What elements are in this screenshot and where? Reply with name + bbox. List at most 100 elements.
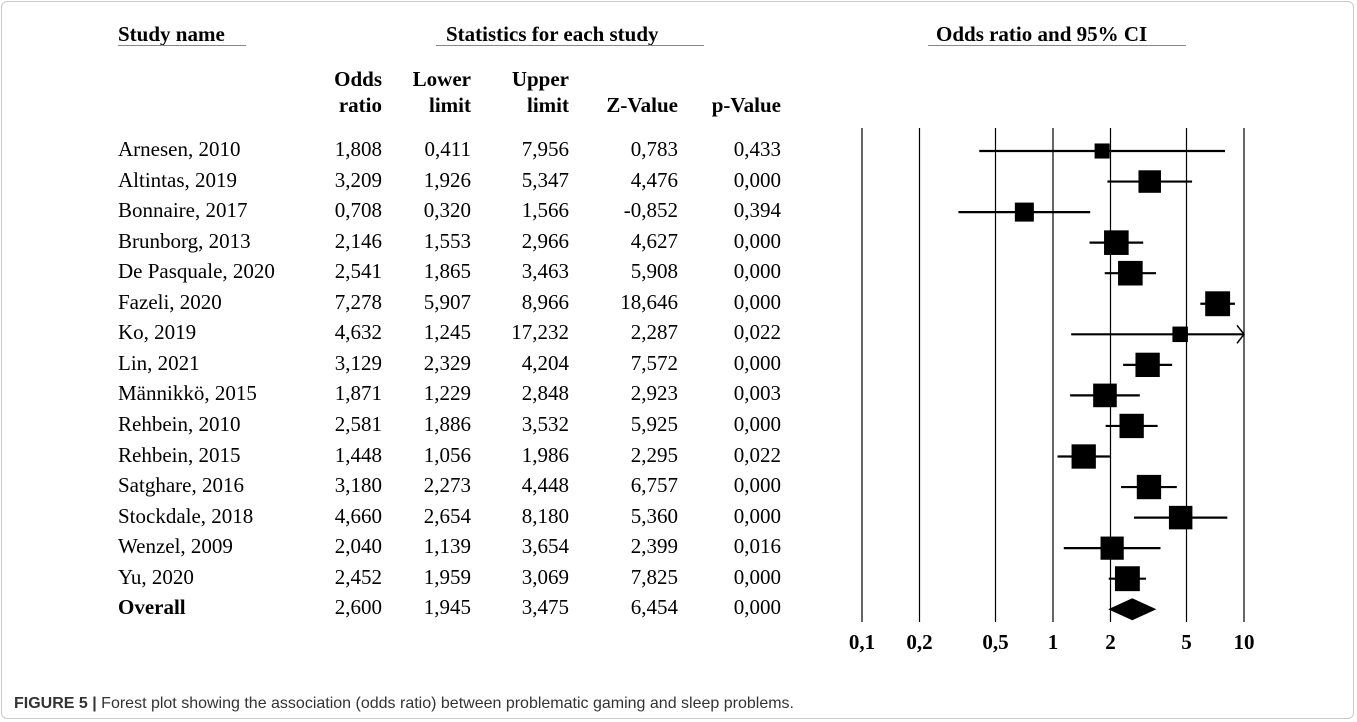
row-or-value: 4,660 (334, 503, 382, 528)
row-lower-value: 0,320 (423, 198, 471, 223)
point-estimate-square (1172, 326, 1188, 343)
row-z-value: 4,627 (630, 228, 678, 253)
row-study-name: Altintas, 2019 (118, 167, 237, 192)
row-lower-value: 1,865 (423, 259, 471, 284)
row-lower-value: 2,273 (423, 473, 471, 498)
point-estimate-square (1100, 536, 1124, 560)
row-p-value: 0,016 (733, 534, 781, 559)
point-estimate-square (1071, 444, 1096, 469)
col-odds-ratio-line1: Odds (334, 67, 382, 91)
row-upper-value: 8,966 (521, 289, 569, 314)
row-or-value: 2,541 (334, 259, 382, 284)
x-tick-label: 5 (1181, 630, 1192, 654)
row-p-value: 0,000 (733, 473, 781, 498)
point-estimate-square (1114, 566, 1140, 592)
row-lower-value: 5,907 (423, 289, 471, 314)
row-p-value: 0,000 (733, 350, 781, 375)
row-or-value: 1,808 (334, 137, 382, 161)
col-upper-limit-line2: limit (527, 93, 569, 117)
row-lower-value: 1,245 (423, 320, 471, 345)
row-lower-value: 1,886 (423, 411, 471, 436)
row-z-value: 7,825 (630, 564, 678, 589)
x-tick-label: 0,2 (906, 630, 933, 654)
point-estimate-square (1205, 291, 1231, 317)
row-study-name: Wenzel, 2009 (118, 534, 233, 559)
row-p-value: 0,000 (733, 564, 781, 589)
row-study-name: Stockdale, 2018 (118, 503, 254, 528)
col-z-value-label: Z-Value (606, 93, 678, 117)
row-study-name: Yu, 2020 (118, 564, 194, 589)
row-p-value: 0,003 (733, 381, 781, 406)
row-z-value: 0,783 (630, 137, 678, 161)
row-upper-value: 5,347 (521, 167, 569, 192)
point-estimate-square (1136, 474, 1162, 500)
row-upper-value: 7,956 (521, 137, 569, 161)
row-p-value: 0,000 (733, 167, 781, 192)
point-estimate-square (1014, 202, 1034, 222)
row-or-value: 2,040 (334, 534, 382, 559)
row-lower-value: 1,553 (423, 228, 471, 253)
row-or-value: 0,708 (334, 198, 382, 223)
row-upper-value: 1,986 (521, 442, 569, 467)
row-or-value: 2,146 (334, 228, 382, 253)
row-z-value: 2,295 (630, 442, 678, 467)
col-lower-limit-line1: Lower (412, 67, 471, 91)
col-upper-limit: Upper limit (512, 66, 569, 118)
col-p-value: p-Value (712, 92, 781, 118)
point-estimate-square (1168, 505, 1193, 530)
row-z-value: 6,757 (630, 473, 678, 498)
row-or-value: 2,452 (334, 564, 382, 589)
row-lower-value: 2,654 (423, 503, 471, 528)
row-z-value: 5,908 (630, 259, 678, 284)
study-name-header-underline (118, 45, 246, 46)
row-z-value: 2,923 (630, 381, 678, 406)
row-lower-value: 1,926 (423, 167, 471, 192)
row-study-name: Rehbein, 2010 (118, 411, 241, 436)
row-lower-value: 1,229 (423, 381, 471, 406)
col-lower-limit: Lower limit (413, 66, 471, 118)
row-upper-value: 3,532 (521, 411, 569, 436)
study-name-header: Study name (118, 22, 225, 46)
row-study-name: Arnesen, 2010 (118, 137, 241, 161)
row-upper-value: 3,475 (521, 595, 569, 620)
row-or-value: 3,180 (334, 473, 382, 498)
plot-title-header-underline (928, 45, 1186, 46)
col-upper-limit-line1: Upper (511, 67, 569, 91)
row-lower-value: 1,056 (423, 442, 471, 467)
x-tick-label: 1 (1047, 630, 1059, 654)
row-z-value: 6,454 (630, 595, 678, 620)
plot-title-header: Odds ratio and 95% CI (936, 22, 1148, 46)
row-p-value: 0,000 (733, 228, 781, 253)
row-or-value: 2,600 (334, 595, 382, 620)
row-study-name: Fazeli, 2020 (118, 289, 222, 314)
row-or-value: 1,448 (334, 442, 382, 467)
row-study-name: Brunborg, 2013 (118, 228, 251, 253)
row-or-value: 1,871 (334, 381, 382, 406)
row-z-value: 4,476 (630, 167, 678, 192)
row-p-value: 0,000 (733, 411, 781, 436)
row-p-value: 0,000 (733, 595, 781, 620)
row-study-name: Ko, 2019 (118, 320, 197, 345)
point-estimate-square (1135, 352, 1160, 378)
row-upper-value: 3,463 (521, 259, 569, 284)
statistics-header: Statistics for each study (446, 22, 659, 46)
statistics-header-underline (436, 45, 704, 46)
row-p-value: 0,394 (733, 198, 781, 223)
caption-text: Forest plot showing the association (odd… (96, 695, 794, 712)
caption-label: FIGURE 5 | (14, 695, 97, 712)
overall-diamond (1108, 598, 1157, 621)
row-upper-value: 3,069 (521, 564, 569, 589)
point-estimate-square (1094, 143, 1110, 159)
row-upper-value: 17,232 (511, 320, 569, 345)
row-upper-value: 4,448 (521, 473, 569, 498)
x-tick-label: 0,1 (848, 630, 876, 654)
row-upper-value: 1,566 (521, 198, 569, 223)
col-odds-ratio-line2: ratio (338, 93, 382, 117)
row-or-value: 3,129 (334, 350, 382, 375)
row-z-value: -0,852 (623, 198, 678, 223)
ci-arrow (1236, 324, 1245, 344)
row-or-value: 4,632 (334, 320, 382, 345)
row-study-name: Satghare, 2016 (118, 473, 244, 498)
row-study-name: Lin, 2021 (118, 350, 200, 375)
